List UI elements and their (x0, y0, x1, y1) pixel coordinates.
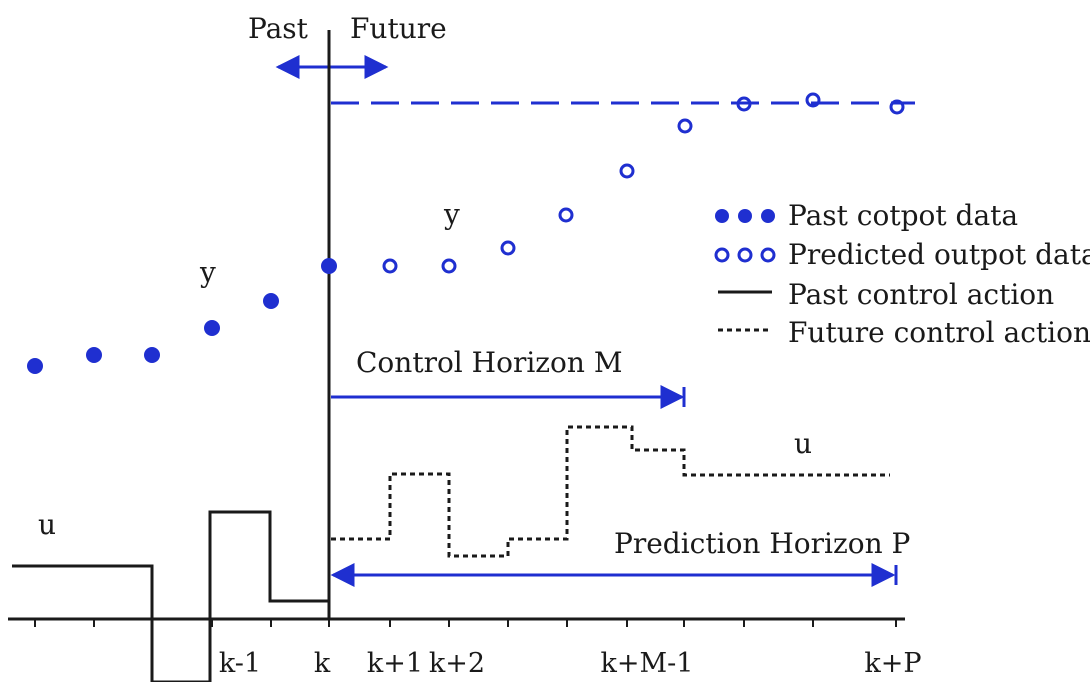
predicted-output-point (736, 96, 752, 112)
future-control-action (331, 425, 890, 558)
tick-label: k+2 (429, 648, 485, 679)
tick-label: k (314, 648, 331, 679)
prediction-horizon-label: Prediction Horizon P (614, 527, 910, 560)
tick-label: k-1 (219, 648, 261, 679)
predicted-output-point (382, 258, 398, 274)
control-horizon-label: Control Horizon M (356, 346, 623, 379)
past-output-points (27, 258, 337, 374)
predicted-output-point (677, 118, 693, 134)
legend-label: Future control action (788, 316, 1090, 349)
legend-entry-past-output: Past cotpot data (715, 199, 1018, 232)
past-output-point (27, 358, 43, 374)
predicted-output-point (500, 240, 516, 256)
tick-label: k+1 (367, 648, 423, 679)
legend-entry-future-control: Future control action (718, 316, 1090, 349)
predicted-output-point (619, 163, 635, 179)
legend-label: Past control action (788, 278, 1054, 311)
tick-label: k+P (864, 648, 921, 679)
future-label: Future (350, 12, 447, 45)
time-axis-ticks (34, 619, 897, 627)
legend-entry-past-control: Past control action (718, 278, 1054, 311)
legend-label: Past cotpot data (788, 199, 1018, 232)
predicted-output-point (805, 92, 821, 108)
predicted-output-point (558, 207, 574, 223)
tick-label: k+M-1 (601, 648, 694, 679)
predicted-output-point (441, 258, 457, 274)
legend: Past cotpot data Predicted outpot data P… (714, 199, 1090, 349)
past-output-point (321, 258, 337, 274)
input-label-past: u (38, 508, 56, 541)
predicted-output-points (382, 92, 905, 274)
past-control-action (12, 510, 329, 682)
past-output-point (263, 293, 279, 309)
output-label-past: y (199, 256, 216, 289)
past-output-point (86, 347, 102, 363)
past-output-point (144, 347, 160, 363)
legend-label: Predicted outpot data (788, 238, 1090, 271)
past-output-point (204, 320, 220, 336)
output-label-future: y (443, 198, 460, 231)
input-label-future: u (794, 427, 812, 460)
past-label: Past (248, 12, 309, 45)
predicted-output-point (889, 99, 905, 115)
legend-entry-predicted-output (714, 247, 776, 263)
